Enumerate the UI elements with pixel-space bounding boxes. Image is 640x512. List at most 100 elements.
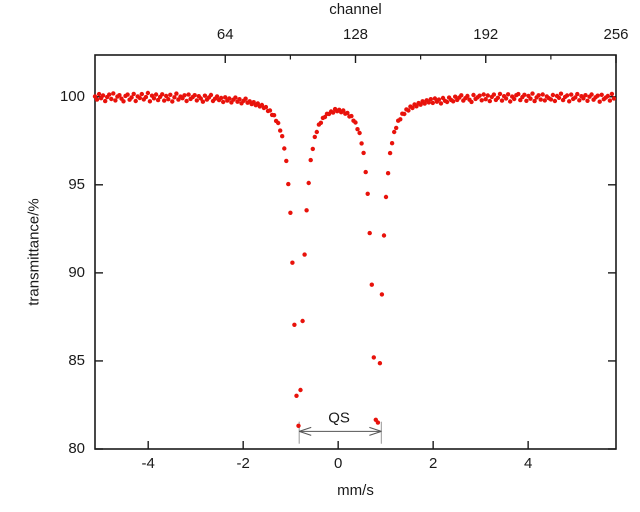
data-point (422, 101, 427, 106)
data-point (219, 95, 224, 101)
data-point (306, 180, 311, 186)
data-point (113, 98, 118, 103)
data-point (471, 92, 476, 98)
data-point (585, 98, 590, 104)
data-point (200, 99, 206, 104)
data-point (564, 93, 570, 98)
data-point (371, 355, 376, 360)
x-tick-label: 0 (333, 455, 343, 472)
data-point (314, 129, 319, 135)
data-point (129, 95, 134, 100)
data-point (168, 92, 173, 98)
data-point (198, 96, 203, 101)
data-point (308, 157, 313, 163)
data-point (298, 387, 303, 393)
data-point (406, 108, 411, 113)
data-point (137, 95, 142, 101)
data-point (170, 99, 175, 104)
channel-tick-label: 64 (216, 26, 234, 43)
data-point (552, 98, 558, 104)
data-point (288, 210, 293, 215)
data-point (385, 171, 391, 176)
data-point (166, 97, 171, 102)
data-point (100, 93, 106, 98)
data-point (109, 96, 114, 102)
data-point (318, 120, 324, 126)
channel-tick-label: 128 (342, 26, 369, 43)
data-point (174, 91, 179, 96)
qs-arrow-head-right (369, 426, 382, 436)
data-point (125, 92, 130, 97)
data-point (569, 92, 574, 97)
data-point (505, 92, 511, 97)
data-point (280, 134, 285, 139)
data-point (477, 93, 482, 98)
data-point (542, 98, 547, 103)
data-point (300, 318, 305, 324)
data-point (94, 97, 100, 102)
y-tick-label: 95 (68, 175, 85, 193)
data-point (155, 97, 161, 103)
data-point (284, 158, 289, 164)
data-point (550, 92, 556, 98)
data-point (237, 97, 242, 102)
data-point (577, 98, 582, 103)
top-axis-title: channel (329, 1, 382, 18)
data-point (322, 114, 328, 120)
plot-border (94, 54, 617, 450)
data-point (296, 423, 301, 428)
data-point (398, 117, 403, 122)
data-point (133, 98, 138, 104)
data-point (172, 95, 177, 100)
data-point (567, 99, 572, 104)
data-point (377, 361, 383, 366)
data-point (294, 393, 299, 398)
data-point (528, 96, 533, 101)
data-point (481, 92, 486, 97)
y-tick-label: 90 (68, 263, 85, 281)
data-point (402, 111, 407, 117)
data-point (581, 96, 586, 101)
data-point (304, 208, 309, 213)
data-point (92, 94, 98, 99)
data-point (485, 93, 490, 98)
qs-arrow-head-left (299, 426, 312, 436)
data-point (491, 92, 497, 97)
qs-annotation-label: QS (328, 409, 350, 427)
data-point (436, 97, 442, 102)
data-point (414, 104, 419, 109)
data-point (387, 150, 393, 156)
data-point (194, 98, 199, 103)
data-point (575, 91, 580, 97)
data-point (430, 100, 435, 106)
data-point (271, 113, 277, 118)
data-point (605, 93, 610, 99)
data-point (379, 292, 385, 297)
data-point (182, 93, 187, 98)
data-point (369, 282, 374, 287)
data-point (208, 92, 214, 98)
data-point (599, 92, 604, 98)
data-point (483, 97, 488, 102)
data-point (214, 94, 220, 99)
data-point (607, 98, 613, 103)
data-point (394, 125, 399, 131)
data-point (292, 322, 297, 327)
data-point (310, 146, 315, 152)
data-point (609, 91, 615, 97)
data-point (548, 97, 554, 102)
data-point (389, 141, 395, 146)
data-point (192, 93, 197, 98)
data-point (453, 94, 458, 99)
data-point (186, 92, 191, 97)
data-point (363, 169, 368, 175)
data-point (353, 120, 358, 125)
data-point (286, 181, 291, 187)
data-point (202, 93, 208, 98)
data-point (103, 98, 108, 104)
data-point (611, 96, 617, 101)
data-point (560, 97, 566, 103)
data-point (499, 98, 505, 103)
